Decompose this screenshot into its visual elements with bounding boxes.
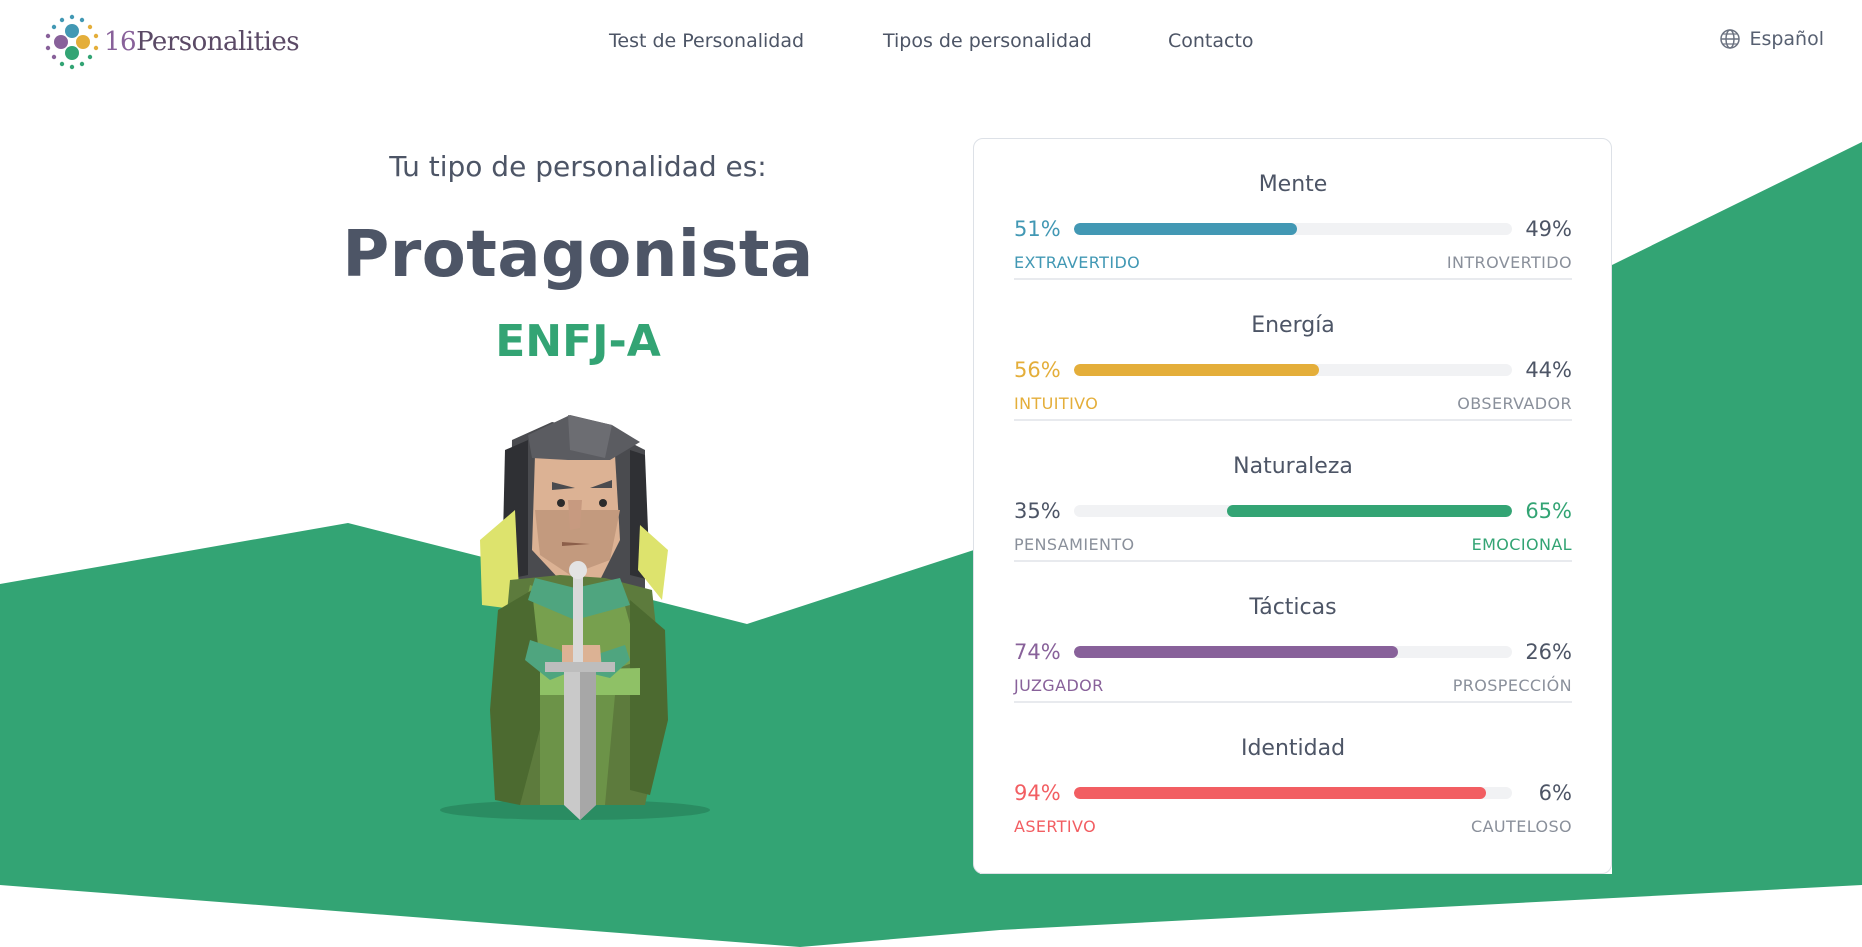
trait-bar: [1074, 223, 1512, 235]
trait-bar: [1074, 505, 1512, 517]
logo-word: Personalities: [136, 27, 300, 57]
nav-link-contact[interactable]: Contacto: [1168, 30, 1254, 52]
personality-type-code: ENFJ-A: [495, 316, 661, 367]
trait-left-label: PENSAMIENTO: [1014, 535, 1135, 554]
trait-right-percent: 6%: [1538, 781, 1572, 805]
trait-left-percent: 74%: [1014, 640, 1061, 664]
trait-right-percent: 49%: [1525, 217, 1572, 241]
trait-left-percent: 51%: [1014, 217, 1061, 241]
divider: [1014, 560, 1572, 562]
background-hills: [0, 142, 1862, 947]
traits-card: Mente 51% 49% EXTRAVERTIDO INTROVERTIDO …: [973, 138, 1612, 874]
personality-type-name: Protagonista: [342, 218, 814, 292]
trait-identity: Identidad 94% 6% ASERTIVO CAUTELOSO: [1014, 703, 1572, 844]
trait-bar: [1074, 364, 1512, 376]
trait-bar-fill: [1074, 787, 1486, 799]
nav-link-test[interactable]: Test de Personalidad: [609, 30, 805, 52]
protagonist-avatar-illustration: [440, 415, 710, 820]
trait-bar-fill: [1074, 364, 1320, 376]
globe-icon: [1720, 29, 1741, 49]
trait-left-label: EXTRAVERTIDO: [1014, 253, 1141, 272]
trait-bar: [1074, 787, 1512, 799]
trait-left-percent: 94%: [1014, 781, 1061, 805]
trait-tactics: Tácticas 74% 26% JUZGADOR PROSPECCIÓN: [1014, 562, 1572, 703]
language-selector[interactable]: Español: [1719, 28, 1824, 50]
result-intro: Tu tipo de personalidad es:: [389, 150, 767, 183]
trait-left-percent: 56%: [1014, 358, 1061, 382]
trait-bar-fill: [1227, 505, 1512, 517]
trait-title: Tácticas: [1249, 595, 1337, 620]
logo-wordmark: 16Personalities: [104, 27, 300, 57]
trait-title: Mente: [1258, 172, 1328, 197]
logo-number: 16: [104, 27, 137, 57]
trait-title: Energía: [1251, 313, 1335, 338]
trait-left-percent: 35%: [1014, 499, 1061, 523]
trait-right-label: EMOCIONAL: [1471, 535, 1572, 554]
nav-link-types[interactable]: Tipos de personalidad: [883, 30, 1092, 52]
logo[interactable]: 16Personalities: [44, 14, 300, 70]
site-header: 16Personalities Test de Personalidad Tip…: [0, 0, 1862, 86]
trait-title: Identidad: [1240, 736, 1346, 761]
divider: [1014, 419, 1572, 421]
trait-bar-fill: [1074, 223, 1298, 235]
trait-left-label: INTUITIVO: [1014, 394, 1099, 413]
trait-left-label: JUZGADOR: [1014, 676, 1104, 695]
trait-right-percent: 26%: [1525, 640, 1572, 664]
logo-icon: [45, 14, 99, 70]
trait-right-label: CAUTELOSO: [1471, 817, 1572, 836]
trait-right-label: OBSERVADOR: [1457, 394, 1572, 413]
trait-nature: Naturaleza 35% 65% PENSAMIENTO EMOCIONAL: [1014, 421, 1572, 562]
trait-left-label: ASERTIVO: [1014, 817, 1097, 836]
trait-title: Naturaleza: [1233, 454, 1353, 479]
trait-bar-fill: [1074, 646, 1399, 658]
trait-right-label: INTROVERTIDO: [1446, 253, 1572, 272]
trait-right-percent: 65%: [1525, 499, 1572, 523]
trait-bar: [1074, 646, 1512, 658]
trait-right-percent: 44%: [1525, 358, 1572, 382]
trait-mind: Mente 51% 49% EXTRAVERTIDO INTROVERTIDO: [1014, 139, 1572, 280]
divider: [1014, 701, 1572, 703]
language-label: Español: [1749, 28, 1824, 50]
divider: [1014, 278, 1572, 280]
trait-right-label: PROSPECCIÓN: [1452, 676, 1572, 695]
trait-energy: Energía 56% 44% INTUITIVO OBSERVADOR: [1014, 280, 1572, 421]
